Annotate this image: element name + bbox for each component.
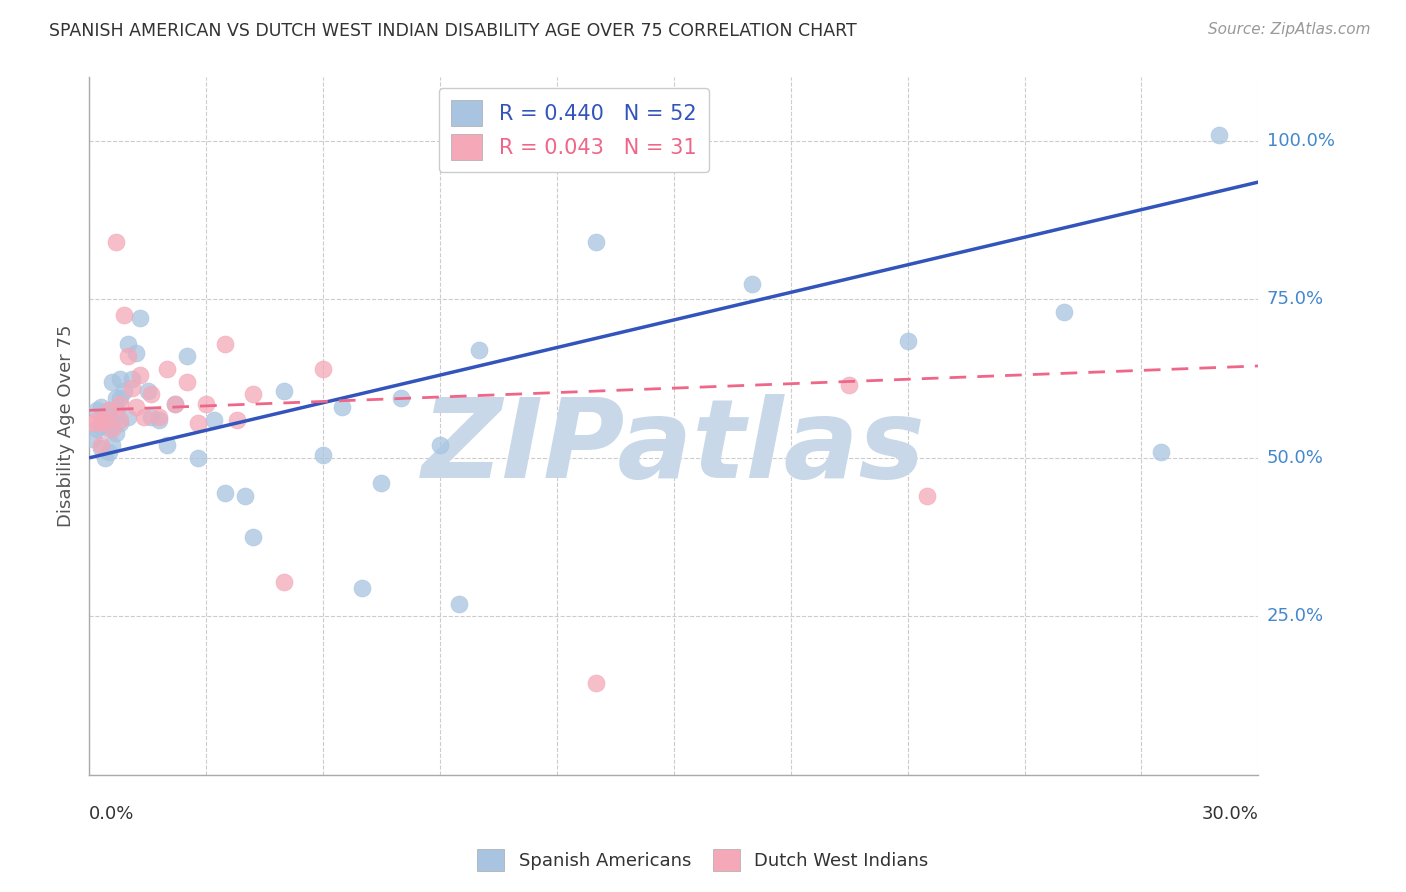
Point (449, 597, 471, 611)
Point (97, 444, 120, 458)
Point (226, 413, 249, 427)
Point (350, 581, 373, 595)
Point (273, 384, 295, 399)
Point (97, 403, 120, 417)
Point (429, 438, 451, 452)
Legend: Spanish Americans, Dutch West Indians: Spanish Americans, Dutch West Indians (470, 842, 936, 879)
Point (312, 448, 335, 462)
Point (148, 409, 170, 424)
Point (332, 400, 354, 414)
Point (121, 381, 143, 395)
Point (585, 235, 607, 250)
Point (101, 375, 124, 389)
Point (105, 235, 128, 250)
Point (112, 384, 135, 399)
Point (82, 432, 104, 446)
Text: 75.0%: 75.0% (1267, 291, 1324, 309)
Point (176, 375, 198, 389)
Point (389, 391, 412, 405)
Point (110, 397, 132, 411)
Point (93, 413, 115, 427)
Point (86, 403, 108, 417)
Text: Source: ZipAtlas.com: Source: ZipAtlas.com (1208, 22, 1371, 37)
Point (105, 403, 128, 417)
Point (101, 416, 124, 430)
Point (187, 450, 209, 465)
Point (90, 416, 112, 430)
Point (1052, 305, 1074, 319)
Point (163, 397, 186, 411)
Point (214, 336, 236, 351)
Point (156, 438, 179, 452)
Text: 30.0%: 30.0% (1202, 805, 1258, 823)
Point (128, 311, 150, 326)
Point (101, 438, 124, 452)
Point (132, 409, 155, 424)
Point (117, 336, 139, 351)
Point (105, 391, 128, 405)
Point (125, 400, 148, 414)
Point (242, 387, 264, 401)
Point (141, 387, 163, 401)
Point (110, 416, 132, 430)
Point (195, 397, 218, 411)
Point (82, 416, 104, 430)
Point (90, 419, 112, 434)
Point (176, 350, 198, 364)
Y-axis label: Disability Age Over 75: Disability Age Over 75 (58, 325, 75, 527)
Text: 0.0%: 0.0% (89, 805, 135, 823)
Point (585, 676, 607, 690)
Point (121, 371, 143, 385)
Point (242, 530, 264, 544)
Point (273, 574, 295, 589)
Point (370, 476, 392, 491)
Point (141, 409, 163, 424)
Point (214, 485, 236, 500)
Point (105, 425, 128, 440)
Text: 100.0%: 100.0% (1267, 132, 1334, 150)
Point (93, 450, 115, 465)
Point (117, 350, 139, 364)
Point (312, 362, 335, 376)
Point (202, 413, 225, 427)
Point (156, 362, 179, 376)
Point (90, 438, 112, 452)
Point (112, 308, 135, 322)
Point (148, 413, 170, 427)
Point (128, 368, 150, 383)
Point (90, 442, 112, 456)
Text: ZIPatlas: ZIPatlas (422, 393, 925, 500)
Point (117, 409, 139, 424)
Point (86, 413, 108, 427)
Point (97, 403, 120, 417)
Text: 25.0%: 25.0% (1267, 607, 1324, 625)
Text: 50.0%: 50.0% (1267, 449, 1323, 467)
Point (187, 416, 209, 430)
Point (110, 391, 132, 405)
Point (838, 378, 860, 392)
Text: SPANISH AMERICAN VS DUTCH WEST INDIAN DISABILITY AGE OVER 75 CORRELATION CHART: SPANISH AMERICAN VS DUTCH WEST INDIAN DI… (49, 22, 858, 40)
Point (233, 489, 256, 503)
Point (468, 343, 491, 357)
Point (741, 277, 763, 291)
Point (1150, 444, 1173, 458)
Point (110, 371, 132, 385)
Point (90, 400, 112, 414)
Point (101, 422, 124, 436)
Point (136, 384, 159, 399)
Point (897, 334, 920, 348)
Point (125, 346, 148, 360)
Point (93, 416, 115, 430)
Point (1208, 128, 1230, 142)
Point (86, 422, 108, 436)
Point (915, 489, 938, 503)
Point (110, 413, 132, 427)
Legend: R = 0.440   N = 52, R = 0.043   N = 31: R = 0.440 N = 52, R = 0.043 N = 31 (439, 87, 709, 172)
Point (163, 397, 186, 411)
Point (97, 422, 120, 436)
